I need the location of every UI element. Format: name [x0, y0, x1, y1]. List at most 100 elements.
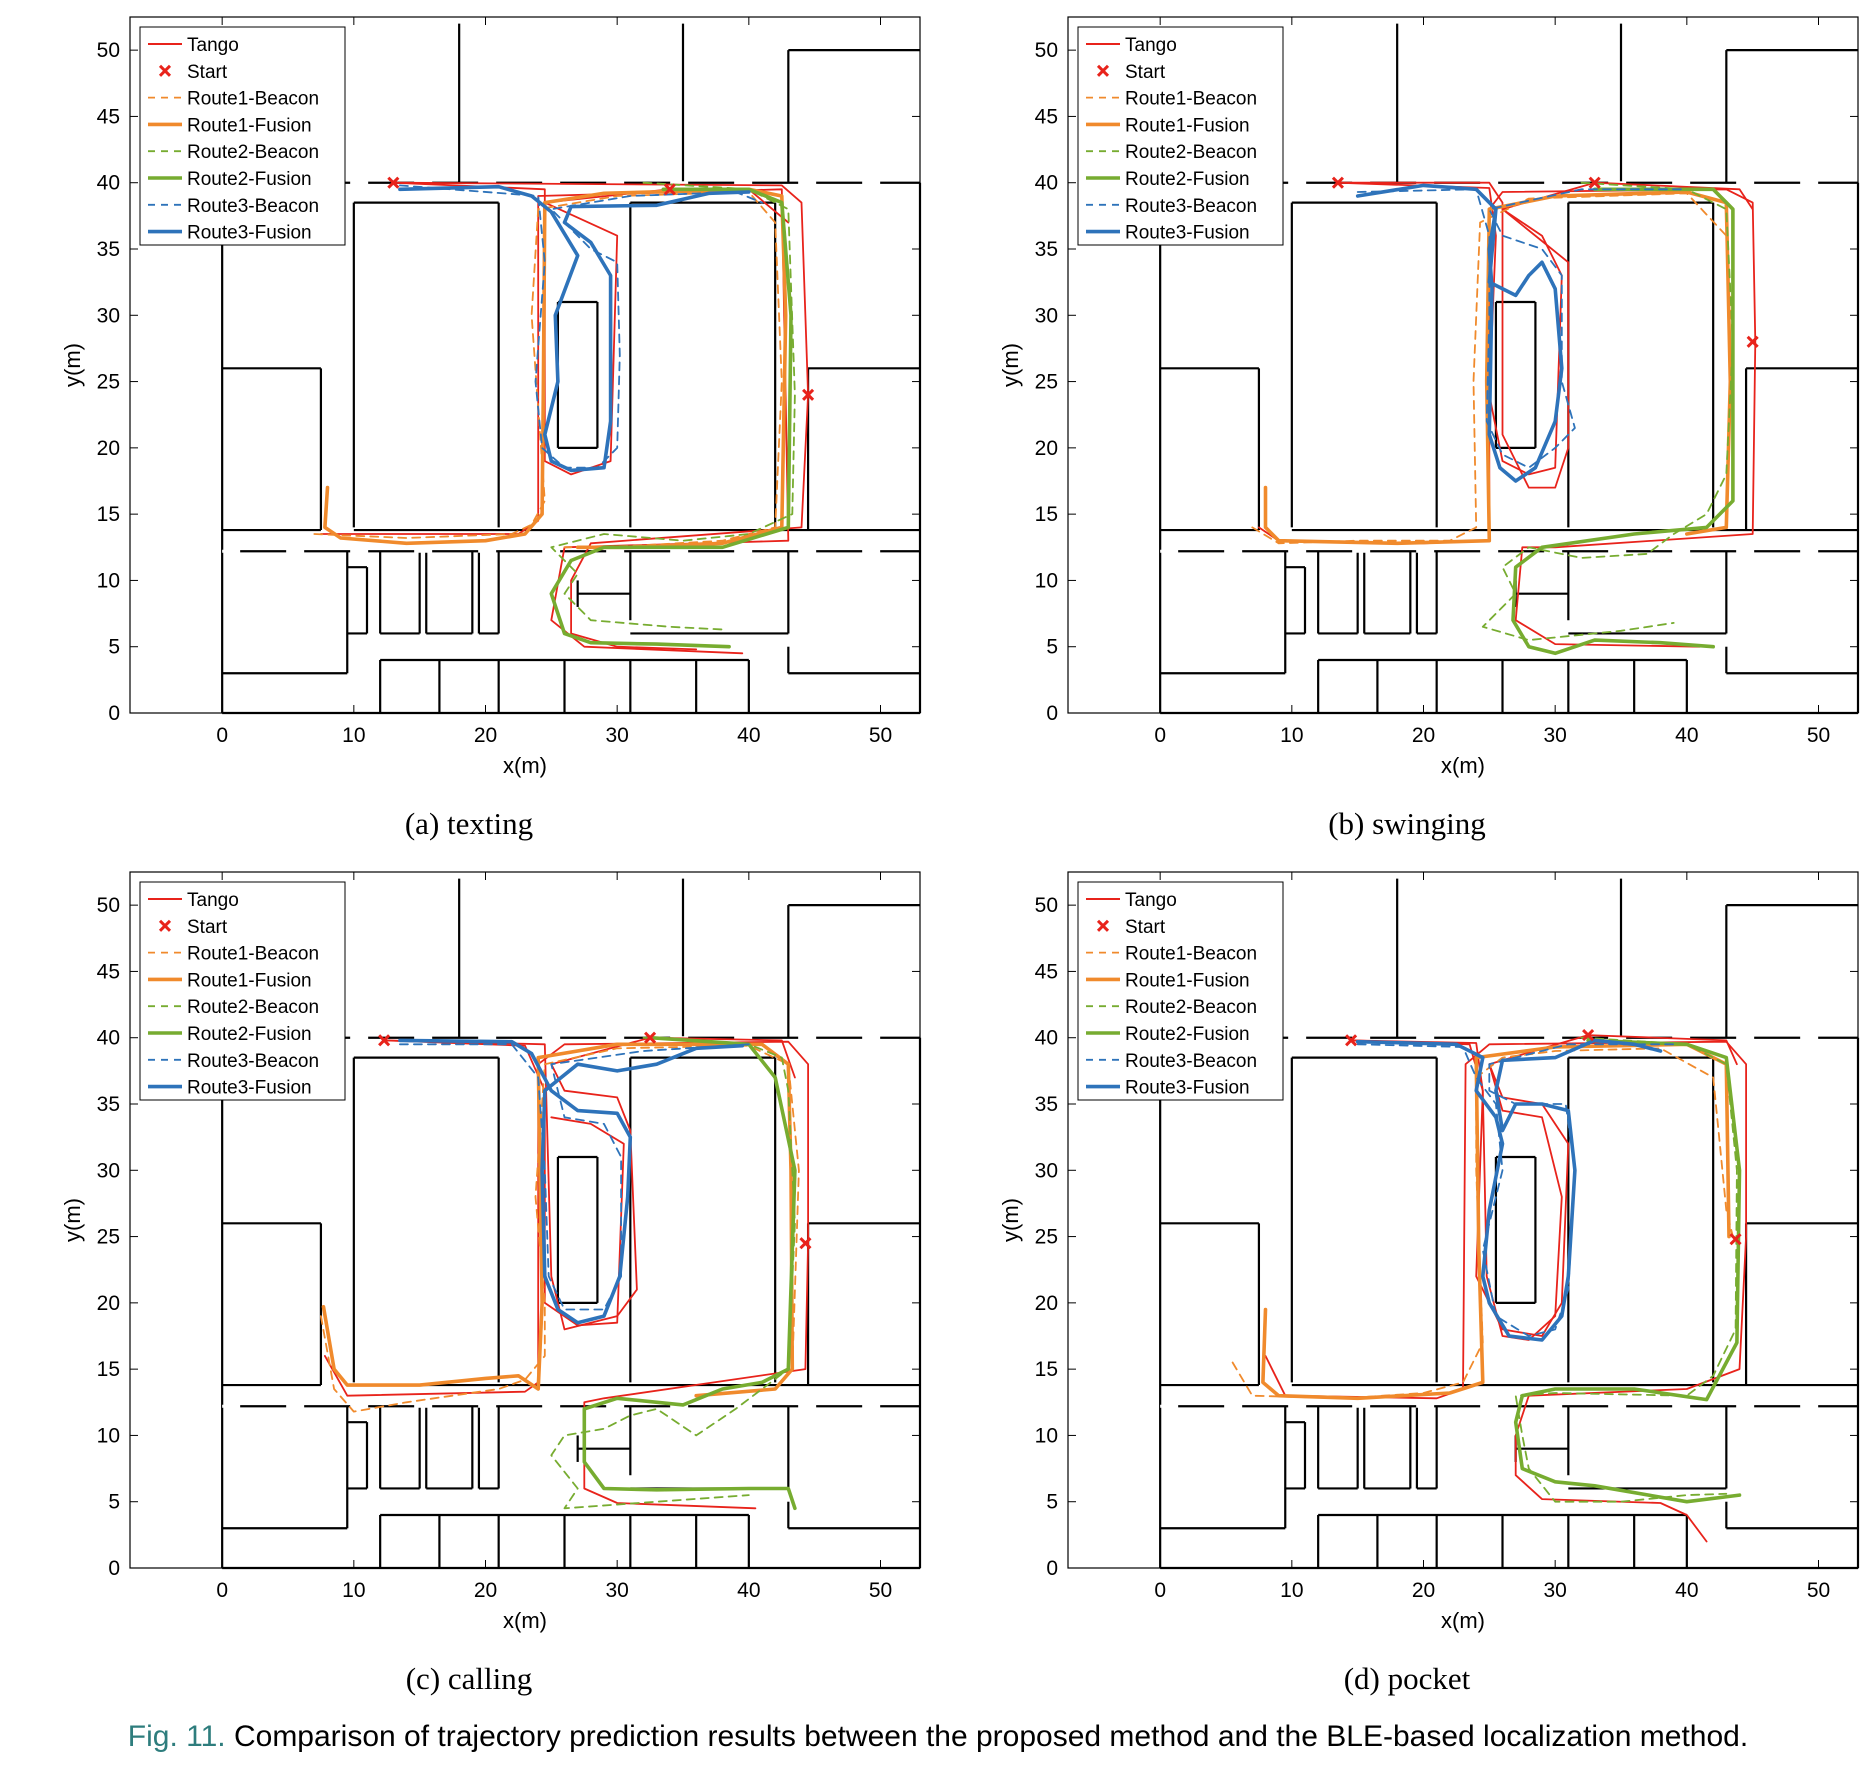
legend-item: Tango	[1086, 890, 1177, 911]
start-marker	[663, 183, 676, 196]
trajectories-b	[1251, 176, 1759, 656]
legend-b: Tango Start Route1-Beacon Route1-Fusion Rout…	[1077, 26, 1284, 246]
y-tick-label: 5	[1046, 1491, 1058, 1514]
legend-item: Route1-Beacon	[1086, 89, 1257, 110]
legend-label: Start	[1125, 917, 1166, 938]
y-tick-label: 0	[108, 702, 120, 725]
legend-label: Route1-Fusion	[187, 115, 312, 136]
legend-label: Tango	[1125, 35, 1177, 56]
legend-label: Route1-Fusion	[1125, 115, 1250, 136]
legend-label: Route2-Beacon	[1125, 997, 1257, 1018]
y-tick-label: 40	[97, 172, 120, 195]
x-tick-label: 10	[342, 1579, 365, 1602]
start-marker	[802, 388, 815, 401]
legend-box	[139, 881, 346, 1101]
x-tick-label: 20	[474, 1579, 497, 1602]
chart-c: 0 10 20 30 40 50 0 5 10 15 20 25 30 35 40 45 50 x(m) y(m) T…	[60, 871, 922, 1633]
legend-label: Route2-Fusion	[187, 169, 312, 190]
y-tick-label: 15	[97, 503, 120, 526]
x-tick-label: 40	[1675, 724, 1698, 747]
legend-swatch	[1096, 64, 1110, 77]
y-axis-label: y(m)	[998, 1198, 1023, 1242]
start-marker	[799, 1237, 812, 1250]
legend-label: Start	[1125, 62, 1166, 83]
y-tick-label: 30	[1035, 304, 1058, 327]
y-tick-label: 50	[97, 894, 120, 917]
y-tick-label: 35	[1035, 238, 1058, 261]
x-tick-label: 30	[605, 1579, 628, 1602]
legend-item: Route2-Fusion	[1086, 1024, 1250, 1045]
series-tango-route2	[383, 1036, 796, 1331]
series-route2-fusion	[1513, 1038, 1742, 1504]
legend-item: Tango	[148, 890, 239, 911]
y-tick-label: 25	[1035, 371, 1058, 394]
chart-b: 0 10 20 30 40 50 0 5 10 15 20 25 30 35 40 45 50 x(m) y(m) T…	[998, 16, 1860, 778]
legend-label: Route2-Fusion	[1125, 1024, 1250, 1045]
y-tick-label: 5	[108, 636, 120, 659]
figure-label: Fig. 11.	[127, 1720, 226, 1753]
legend-item: Route1-Beacon	[148, 89, 319, 110]
y-tick-label: 30	[97, 304, 120, 327]
legend-label: Start	[187, 62, 228, 83]
y-tick-label: 30	[1035, 1159, 1058, 1182]
y-tick-label: 15	[1035, 503, 1058, 526]
series-tango-route2	[1336, 181, 1754, 489]
start-marker	[1729, 1233, 1742, 1246]
start-marker	[644, 1031, 657, 1044]
x-tick-label: 20	[474, 724, 497, 747]
legend-label: Route2-Beacon	[187, 142, 319, 163]
floorplan-b	[1159, 23, 1860, 715]
y-tick-label: 30	[97, 1159, 120, 1182]
x-tick-label: 0	[216, 724, 228, 747]
legend-label: Tango	[1125, 890, 1177, 911]
legend-label: Route1-Beacon	[187, 944, 319, 965]
floorplan-c	[221, 878, 922, 1570]
start-marker	[378, 1034, 391, 1047]
legend-box	[1077, 26, 1284, 246]
x-tick-label: 0	[216, 1579, 228, 1602]
legend-swatch	[158, 64, 172, 77]
series-route3-beacon	[398, 1043, 750, 1311]
series-route2-beacon	[550, 181, 796, 631]
subcaption-c: (c) calling	[405, 1661, 533, 1696]
legend-label: Route2-Beacon	[187, 997, 319, 1018]
x-tick-label: 0	[1154, 724, 1166, 747]
legend-item: Route2-Fusion	[1086, 169, 1250, 190]
series-tango-route1	[1264, 1040, 1747, 1543]
y-tick-label: 25	[1035, 1226, 1058, 1249]
x-tick-label: 40	[737, 724, 760, 747]
start-marker	[1588, 176, 1601, 189]
legend-c: Tango Start Route1-Beacon Route1-Fusion Rout…	[139, 881, 346, 1101]
series-route2-fusion	[582, 1035, 797, 1511]
series-route1-beacon	[313, 191, 783, 549]
chart-a: 0 10 20 30 40 50 0 5 10 15 20 25 30 35 40 45 50 x(m) y(m) T…	[60, 16, 922, 778]
legend-item: Route1-Fusion	[1086, 970, 1250, 991]
series-tango-route2	[1350, 1034, 1738, 1337]
chart-d: 0 10 20 30 40 50 0 5 10 15 20 25 30 35 40 45 50 x(m) y(m) T…	[998, 871, 1860, 1633]
y-tick-label: 10	[97, 569, 120, 592]
y-tick-label: 0	[108, 1557, 120, 1580]
legend-item: Route2-Beacon	[148, 142, 319, 163]
series-route2-beacon	[550, 1036, 796, 1510]
legend-label: Route3-Beacon	[1125, 196, 1257, 217]
start-marker	[1345, 1034, 1358, 1047]
x-tick-label: 40	[1675, 1579, 1698, 1602]
y-tick-label: 10	[1035, 1424, 1058, 1447]
y-axis-label: y(m)	[60, 1198, 85, 1242]
legend-item: Route3-Beacon	[1086, 1051, 1257, 1072]
legend-item: Route3-Fusion	[1086, 223, 1250, 244]
series-route2-fusion	[1511, 187, 1735, 656]
start-marker	[1582, 1029, 1595, 1042]
legend-label: Route1-Beacon	[1125, 944, 1257, 965]
y-tick-label: 35	[97, 238, 120, 261]
y-tick-label: 20	[97, 1292, 120, 1315]
series-tango-route3	[392, 181, 790, 476]
subcaption-d: (d) pocket	[1343, 1661, 1471, 1696]
y-tick-label: 20	[97, 437, 120, 460]
legend-item: Route3-Fusion	[1086, 1078, 1250, 1099]
legend-label: Route3-Beacon	[1125, 1051, 1257, 1072]
legend-item: Route1-Fusion	[1086, 115, 1250, 136]
y-tick-label: 5	[1046, 636, 1058, 659]
legend-item: Start	[1096, 62, 1166, 83]
series-tango-route3	[1350, 1039, 1563, 1341]
